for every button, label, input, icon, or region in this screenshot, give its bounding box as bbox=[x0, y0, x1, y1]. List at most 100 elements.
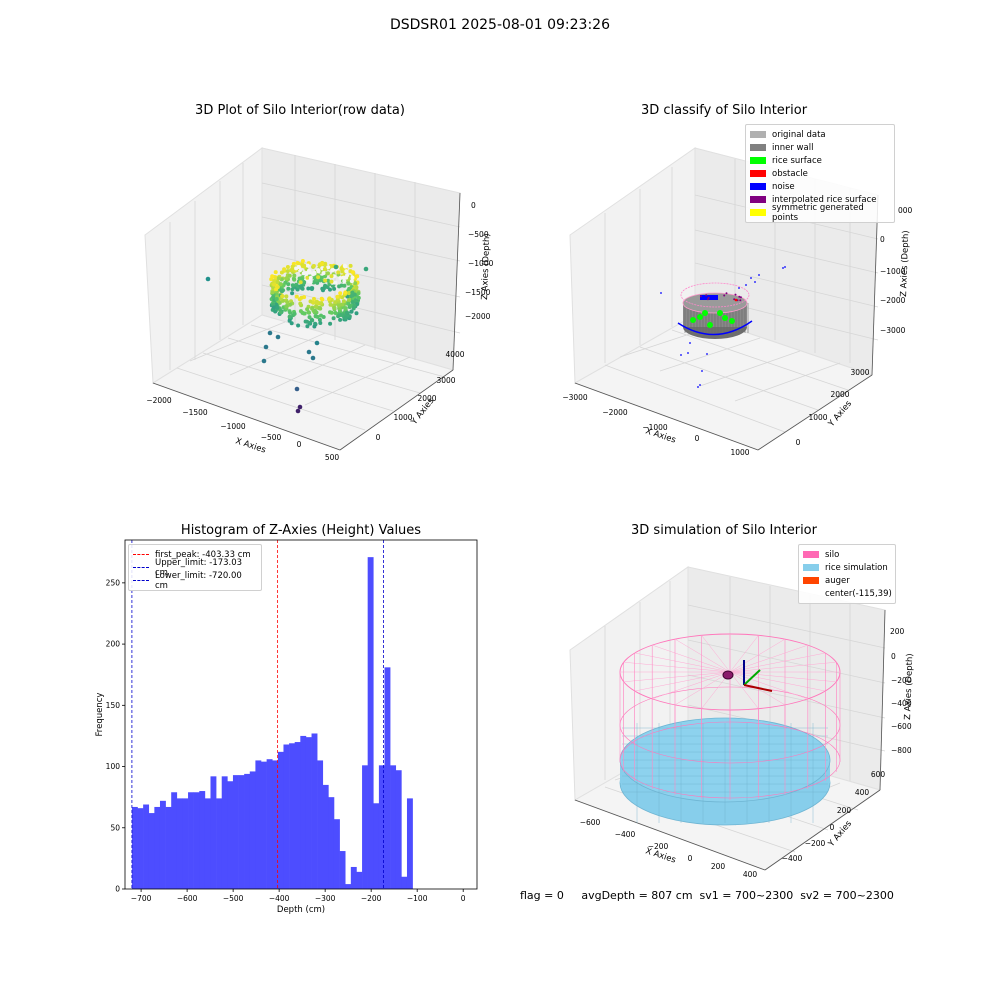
raw-y-tick: 3000 bbox=[436, 376, 455, 385]
raw-gridline bbox=[304, 356, 411, 406]
cls-inner-wall-top bbox=[682, 292, 748, 314]
cls-rice-surface-point bbox=[697, 314, 703, 320]
simulation-3d-plot: −600−400−2000200400−400−2000200400600200… bbox=[569, 566, 915, 879]
raw-point bbox=[290, 283, 295, 288]
histogram-bar bbox=[390, 765, 397, 889]
legend-swatch bbox=[750, 157, 766, 164]
raw-outlier-point bbox=[314, 340, 320, 346]
cls-x-axis-line bbox=[574, 382, 759, 451]
raw-z-tick: −500 bbox=[468, 230, 489, 239]
cls-obstacle-point bbox=[734, 298, 738, 302]
raw-point bbox=[348, 303, 353, 308]
raw-point bbox=[279, 289, 284, 294]
raw-point bbox=[344, 310, 349, 315]
raw-point bbox=[290, 287, 295, 292]
raw-point bbox=[300, 259, 305, 263]
raw-point bbox=[338, 276, 343, 280]
raw-point bbox=[294, 294, 299, 299]
sim-z-tick: 200 bbox=[890, 627, 905, 636]
raw-point bbox=[338, 317, 343, 322]
raw-point bbox=[312, 324, 317, 329]
histogram-bar bbox=[322, 784, 329, 889]
sim-auger bbox=[722, 670, 734, 680]
legend-item: symmetric generated points bbox=[750, 203, 890, 223]
cls-interpolated-point bbox=[734, 293, 737, 296]
sim-silo-wire bbox=[729, 671, 837, 683]
raw-point bbox=[333, 300, 338, 305]
legend-swatch bbox=[750, 196, 766, 203]
raw-point bbox=[329, 310, 334, 315]
cls-noise-point bbox=[689, 342, 691, 344]
raw-point bbox=[328, 287, 332, 292]
raw-point bbox=[317, 317, 322, 322]
raw-point bbox=[292, 273, 297, 278]
cls-interpolated-point bbox=[725, 292, 728, 295]
sim-x-tick: 0 bbox=[688, 854, 693, 863]
histogram-bar bbox=[333, 819, 340, 889]
raw-point bbox=[326, 271, 330, 276]
histogram-y-tick-label: 200 bbox=[106, 640, 121, 649]
sim-y-tick: 600 bbox=[871, 770, 886, 779]
histogram-bar bbox=[182, 798, 189, 889]
raw-point bbox=[329, 279, 334, 284]
sim-silo-wire bbox=[729, 635, 759, 673]
raw-point bbox=[320, 262, 324, 266]
raw-point bbox=[313, 308, 318, 313]
histogram-x-tick-label: −400 bbox=[269, 894, 290, 903]
raw-gridline bbox=[261, 252, 461, 298]
raw-gridline bbox=[189, 321, 286, 362]
raw-z-tick: −1000 bbox=[468, 259, 494, 268]
raw-z-tick: 0 bbox=[471, 201, 476, 210]
raw-point bbox=[271, 295, 276, 300]
raw-point bbox=[344, 269, 349, 274]
raw-outlier-point bbox=[295, 408, 301, 414]
raw-point bbox=[313, 314, 318, 319]
sim-silo-wire bbox=[674, 671, 731, 706]
raw-point bbox=[355, 274, 360, 279]
histogram-bar bbox=[367, 557, 374, 889]
raw-point bbox=[331, 316, 336, 321]
histogram-bar bbox=[188, 792, 194, 889]
cls-interpolated-point bbox=[738, 295, 741, 298]
sim-z-tick: −600 bbox=[891, 722, 912, 731]
legend-item: center(-115,39) bbox=[803, 587, 892, 600]
histogram-bar bbox=[238, 775, 245, 889]
histogram-bar bbox=[305, 737, 312, 889]
raw-point bbox=[341, 299, 346, 304]
raw-point bbox=[327, 297, 331, 302]
histogram-bar bbox=[384, 667, 391, 889]
histogram-bar bbox=[255, 760, 262, 889]
legend-swatch bbox=[750, 209, 766, 216]
raw-point bbox=[333, 280, 338, 285]
cls-rice-surface-point bbox=[729, 318, 735, 324]
histogram-bar bbox=[154, 806, 161, 889]
raw-point bbox=[323, 261, 328, 266]
raw-point bbox=[275, 280, 280, 285]
sim-gridline bbox=[687, 639, 886, 684]
legend-swatch bbox=[803, 564, 819, 571]
histogram-bar bbox=[261, 761, 267, 889]
raw-point bbox=[287, 314, 292, 319]
raw-point bbox=[279, 270, 284, 275]
raw-z-tick: −2000 bbox=[465, 312, 491, 321]
raw-point bbox=[343, 315, 348, 320]
raw-point bbox=[302, 311, 307, 316]
raw-outlier-point bbox=[275, 334, 281, 340]
cls-y-tick: 0 bbox=[796, 438, 801, 447]
raw-point bbox=[275, 305, 280, 310]
raw-point bbox=[285, 269, 290, 274]
cls-y-tick: 2000 bbox=[830, 390, 849, 399]
sim-silo-wire bbox=[634, 652, 731, 673]
legend-label: rice surface bbox=[772, 155, 822, 166]
histogram-bar bbox=[300, 735, 307, 889]
raw-point bbox=[347, 286, 352, 291]
raw-point bbox=[342, 279, 347, 284]
raw-y-axis-line bbox=[339, 369, 454, 451]
raw-x-tick: −1500 bbox=[182, 408, 208, 417]
raw-point bbox=[326, 265, 331, 270]
histogram-bar bbox=[204, 798, 211, 889]
cls-interpolated-point bbox=[723, 294, 726, 297]
raw-point bbox=[272, 282, 276, 287]
raw-x-tick: −500 bbox=[261, 433, 282, 442]
legend-item: Lower_limit: -720.00 cm bbox=[133, 571, 257, 591]
